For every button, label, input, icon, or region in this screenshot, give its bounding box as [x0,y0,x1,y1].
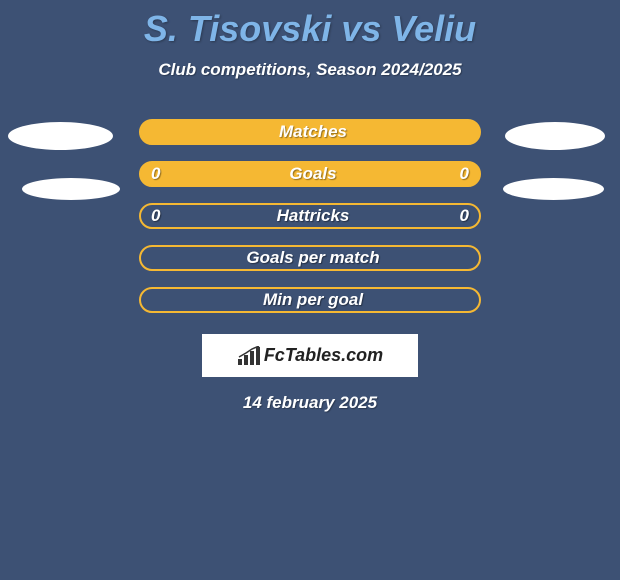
stat-left-value: 0 [151,206,160,226]
stat-row-matches: Matches [0,118,620,146]
subtitle: Club competitions, Season 2024/2025 [0,60,620,80]
stat-bar: 0 Hattricks 0 [139,203,481,229]
stat-label: Hattricks [277,206,350,226]
stat-label: Goals per match [246,248,379,268]
logo-box: FcTables.com [202,334,418,377]
stat-right-value: 0 [460,164,469,184]
stat-label: Matches [279,122,347,142]
stat-bar: 0 Goals 0 [139,161,481,187]
stat-label: Goals [289,164,336,184]
chart-icon [237,346,261,366]
stat-row-goals: 0 Goals 0 [0,160,620,188]
stat-row-goals-per-match: Goals per match [0,244,620,272]
stat-row-min-per-goal: Min per goal [0,286,620,314]
stat-left-value: 0 [151,164,160,184]
stat-bar: Goals per match [139,245,481,271]
stat-bar: Min per goal [139,287,481,313]
stat-right-value: 0 [460,206,469,226]
stat-bar: Matches [139,119,481,145]
date: 14 february 2025 [0,393,620,413]
stat-label: Min per goal [263,290,363,310]
page-title: S. Tisovski vs Veliu [0,0,620,50]
logo-text: FcTables.com [264,345,383,366]
stat-row-hattricks: 0 Hattricks 0 [0,202,620,230]
